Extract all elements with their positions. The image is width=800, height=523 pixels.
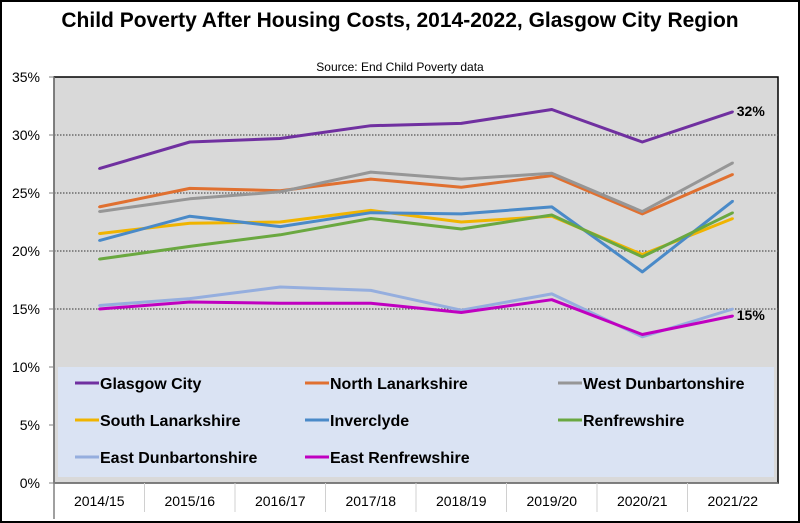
data-point [550, 292, 553, 296]
y-tick-label: 10% [12, 359, 40, 375]
legend-label: West Dunbartonshire [583, 376, 745, 393]
data-point [460, 227, 463, 231]
data-point [369, 289, 372, 292]
x-tick-label: 2015/16 [164, 493, 215, 509]
data-point [98, 304, 101, 307]
legend-label: East Renfrewshire [330, 450, 470, 467]
data-point [279, 220, 282, 224]
data-point [188, 187, 191, 190]
data-point [188, 197, 191, 200]
legend-label: South Lanarkshire [100, 413, 241, 430]
x-tick-label: 2016/17 [255, 493, 306, 509]
data-point [369, 124, 372, 127]
series-line-south-lanarkshire [99, 208, 734, 256]
data-point [279, 233, 282, 236]
x-tick-label: 2021/22 [707, 493, 758, 509]
y-tick-label: 25% [12, 185, 40, 201]
data-point [550, 213, 553, 217]
data-point [369, 170, 372, 174]
legend-label: Inverclyde [330, 413, 409, 430]
data-point [641, 210, 644, 213]
data-label: 15% [737, 307, 766, 323]
data-point [188, 215, 191, 218]
data-point [279, 190, 282, 194]
series-line-inverclyde [98, 199, 734, 274]
data-point [98, 205, 101, 209]
series-line-west-dunbartonshire [99, 161, 734, 214]
data-point [98, 239, 101, 242]
legend-box [58, 367, 774, 477]
chart-subtitle: Source: End Child Poverty data [316, 60, 484, 74]
data-point [460, 212, 463, 216]
data-point [550, 205, 553, 209]
data-point [550, 298, 553, 301]
data-point [369, 217, 372, 220]
series-line-renfrewshire [99, 211, 734, 261]
data-point [369, 177, 372, 181]
data-point [188, 221, 191, 225]
y-tick-label: 30% [12, 127, 40, 143]
series-line-north-lanarkshire [98, 173, 734, 216]
data-label: 32% [737, 103, 766, 119]
series-line-glasgow-city [98, 108, 734, 171]
data-point [279, 225, 282, 228]
data-point [731, 161, 734, 165]
data-point [188, 245, 191, 248]
data-point [460, 122, 463, 125]
legend-label: East Dunbartonshire [100, 450, 257, 467]
data-point [188, 140, 191, 144]
data-point [731, 217, 734, 220]
series-line-east-renfrewshire [99, 298, 734, 336]
data-point [460, 220, 463, 224]
x-tick-label: 2018/19 [436, 493, 487, 509]
data-point [641, 270, 644, 274]
y-tick-label: 0% [20, 475, 40, 491]
data-point [641, 212, 644, 216]
chart-title: Child Poverty After Housing Costs, 2014-… [61, 9, 739, 32]
data-point [641, 140, 644, 144]
data-point [731, 110, 734, 114]
y-tick-label: 35% [12, 69, 40, 85]
data-point [550, 108, 553, 111]
x-tick-label: 2019/20 [526, 493, 577, 509]
data-point [731, 173, 734, 176]
data-point [279, 285, 282, 289]
data-point [188, 300, 191, 304]
data-point [460, 177, 463, 181]
data-point [731, 314, 734, 318]
data-point [98, 307, 101, 311]
data-point [460, 186, 463, 189]
data-point [641, 333, 644, 336]
data-point [279, 302, 282, 305]
data-point [98, 210, 101, 213]
y-tick-label: 20% [12, 243, 40, 259]
y-tick-label: 5% [20, 417, 40, 433]
data-point [98, 257, 101, 261]
legend-label: North Lanarkshire [330, 376, 468, 393]
x-tick-label: 2020/21 [617, 493, 668, 509]
data-point [731, 307, 734, 311]
data-point [188, 297, 191, 300]
data-point [460, 311, 463, 314]
data-point [550, 172, 553, 175]
data-point [369, 211, 372, 214]
data-point [369, 209, 372, 212]
x-tick-label: 2014/15 [74, 493, 125, 509]
data-point [98, 232, 101, 235]
data-point [369, 302, 372, 305]
x-tick-label: 2017/18 [345, 493, 396, 509]
data-point [731, 199, 734, 203]
data-point [731, 211, 734, 214]
legend-label: Glasgow City [100, 376, 201, 393]
data-point [460, 308, 463, 312]
y-tick-label: 15% [12, 301, 40, 317]
data-point [279, 137, 282, 140]
data-point [641, 335, 644, 339]
legend-label: Renfrewshire [583, 413, 684, 430]
data-point [641, 255, 644, 258]
data-point [98, 167, 101, 170]
